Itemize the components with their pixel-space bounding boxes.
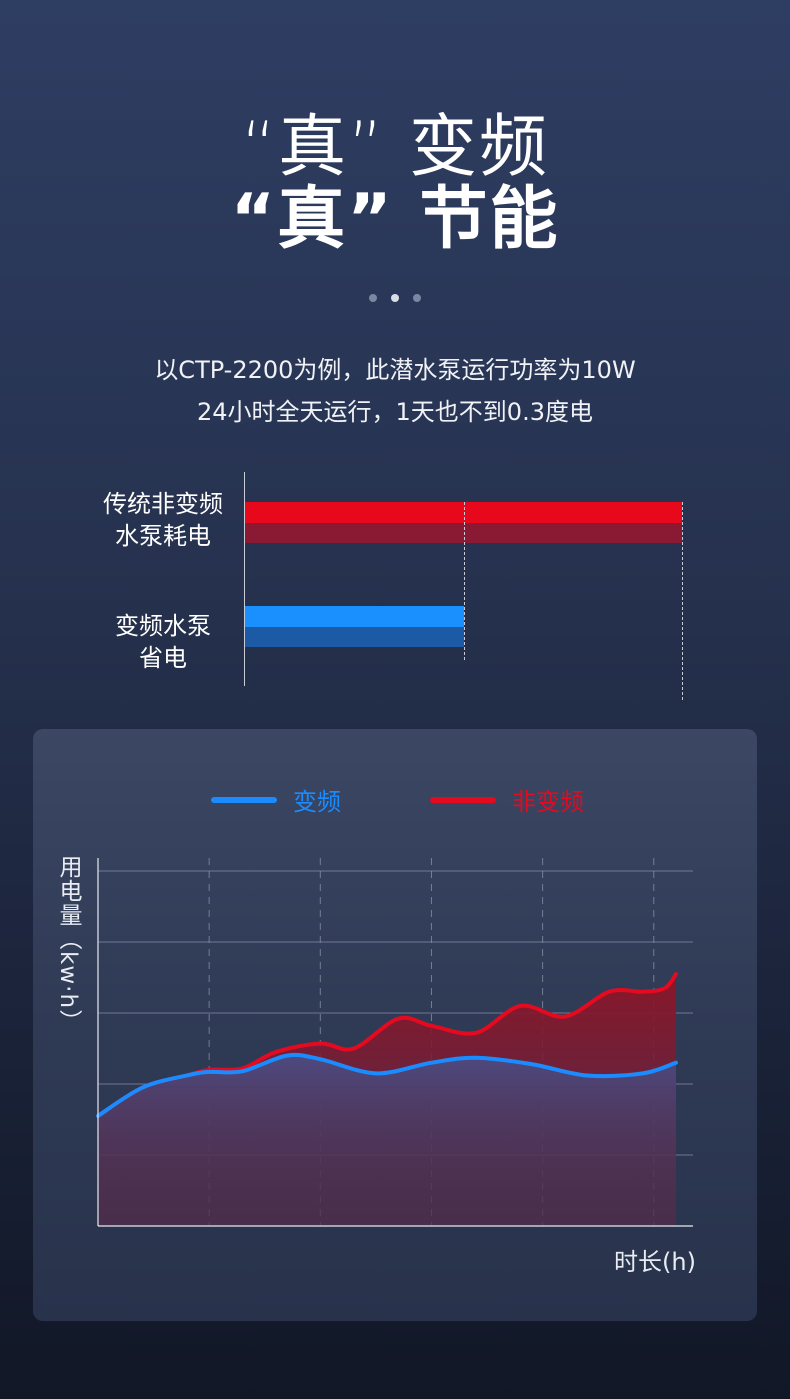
inverter-pump-bar bbox=[245, 606, 464, 647]
heading-line-1: “真” 变频 bbox=[240, 108, 550, 187]
pager-dots bbox=[0, 294, 790, 302]
legend-inverter-line bbox=[211, 796, 277, 803]
area-inverter bbox=[98, 1054, 676, 1226]
inverter-pump-bar-top bbox=[245, 606, 464, 627]
inverter-pump-bar-bottom bbox=[245, 627, 464, 647]
description-line-1: 以CTP-2200为例，此潜水泵运行功率为10W bbox=[154, 356, 636, 384]
heading-line-2: “真” 节能 bbox=[230, 180, 560, 259]
pager-dot-3[interactable] bbox=[413, 294, 421, 302]
inverter-pump-label: 变频水泵 省电 bbox=[48, 610, 278, 674]
legend-non-inverter-line bbox=[430, 796, 496, 803]
comparison-axis bbox=[244, 472, 245, 686]
comparison-guide-2 bbox=[682, 502, 683, 700]
legend-inverter[interactable]: 变频 bbox=[211, 782, 341, 817]
legend-non-inverter-label: 非变频 bbox=[512, 788, 584, 816]
power-comparison-chart: 传统非变频 水泵耗电 变频水泵 省电 bbox=[0, 470, 790, 710]
y-axis-label: 用电量（kw·h） bbox=[55, 855, 81, 1034]
pager-dot-2[interactable] bbox=[391, 294, 399, 302]
inverter-pump-label-line-2: 省电 bbox=[139, 644, 187, 672]
traditional-pump-label-line-1: 传统非变频 bbox=[103, 490, 223, 518]
line-inverter bbox=[96, 1052, 678, 1118]
legend-inverter-label: 变频 bbox=[293, 788, 341, 816]
traditional-pump-label: 传统非变频 水泵耗电 bbox=[48, 488, 278, 552]
description-line-2: 24小时全天运行，1天也不到0.3度电 bbox=[197, 398, 593, 426]
comparison-guide-1 bbox=[463, 502, 465, 660]
traditional-pump-label-line-2: 水泵耗电 bbox=[115, 522, 211, 550]
pager-dot-1[interactable] bbox=[369, 294, 377, 302]
legend-non-inverter[interactable]: 非变频 bbox=[430, 782, 584, 817]
inverter-pump-label-line-1: 变频水泵 bbox=[115, 612, 211, 640]
x-axis-label: 时长(h) bbox=[614, 1248, 696, 1276]
